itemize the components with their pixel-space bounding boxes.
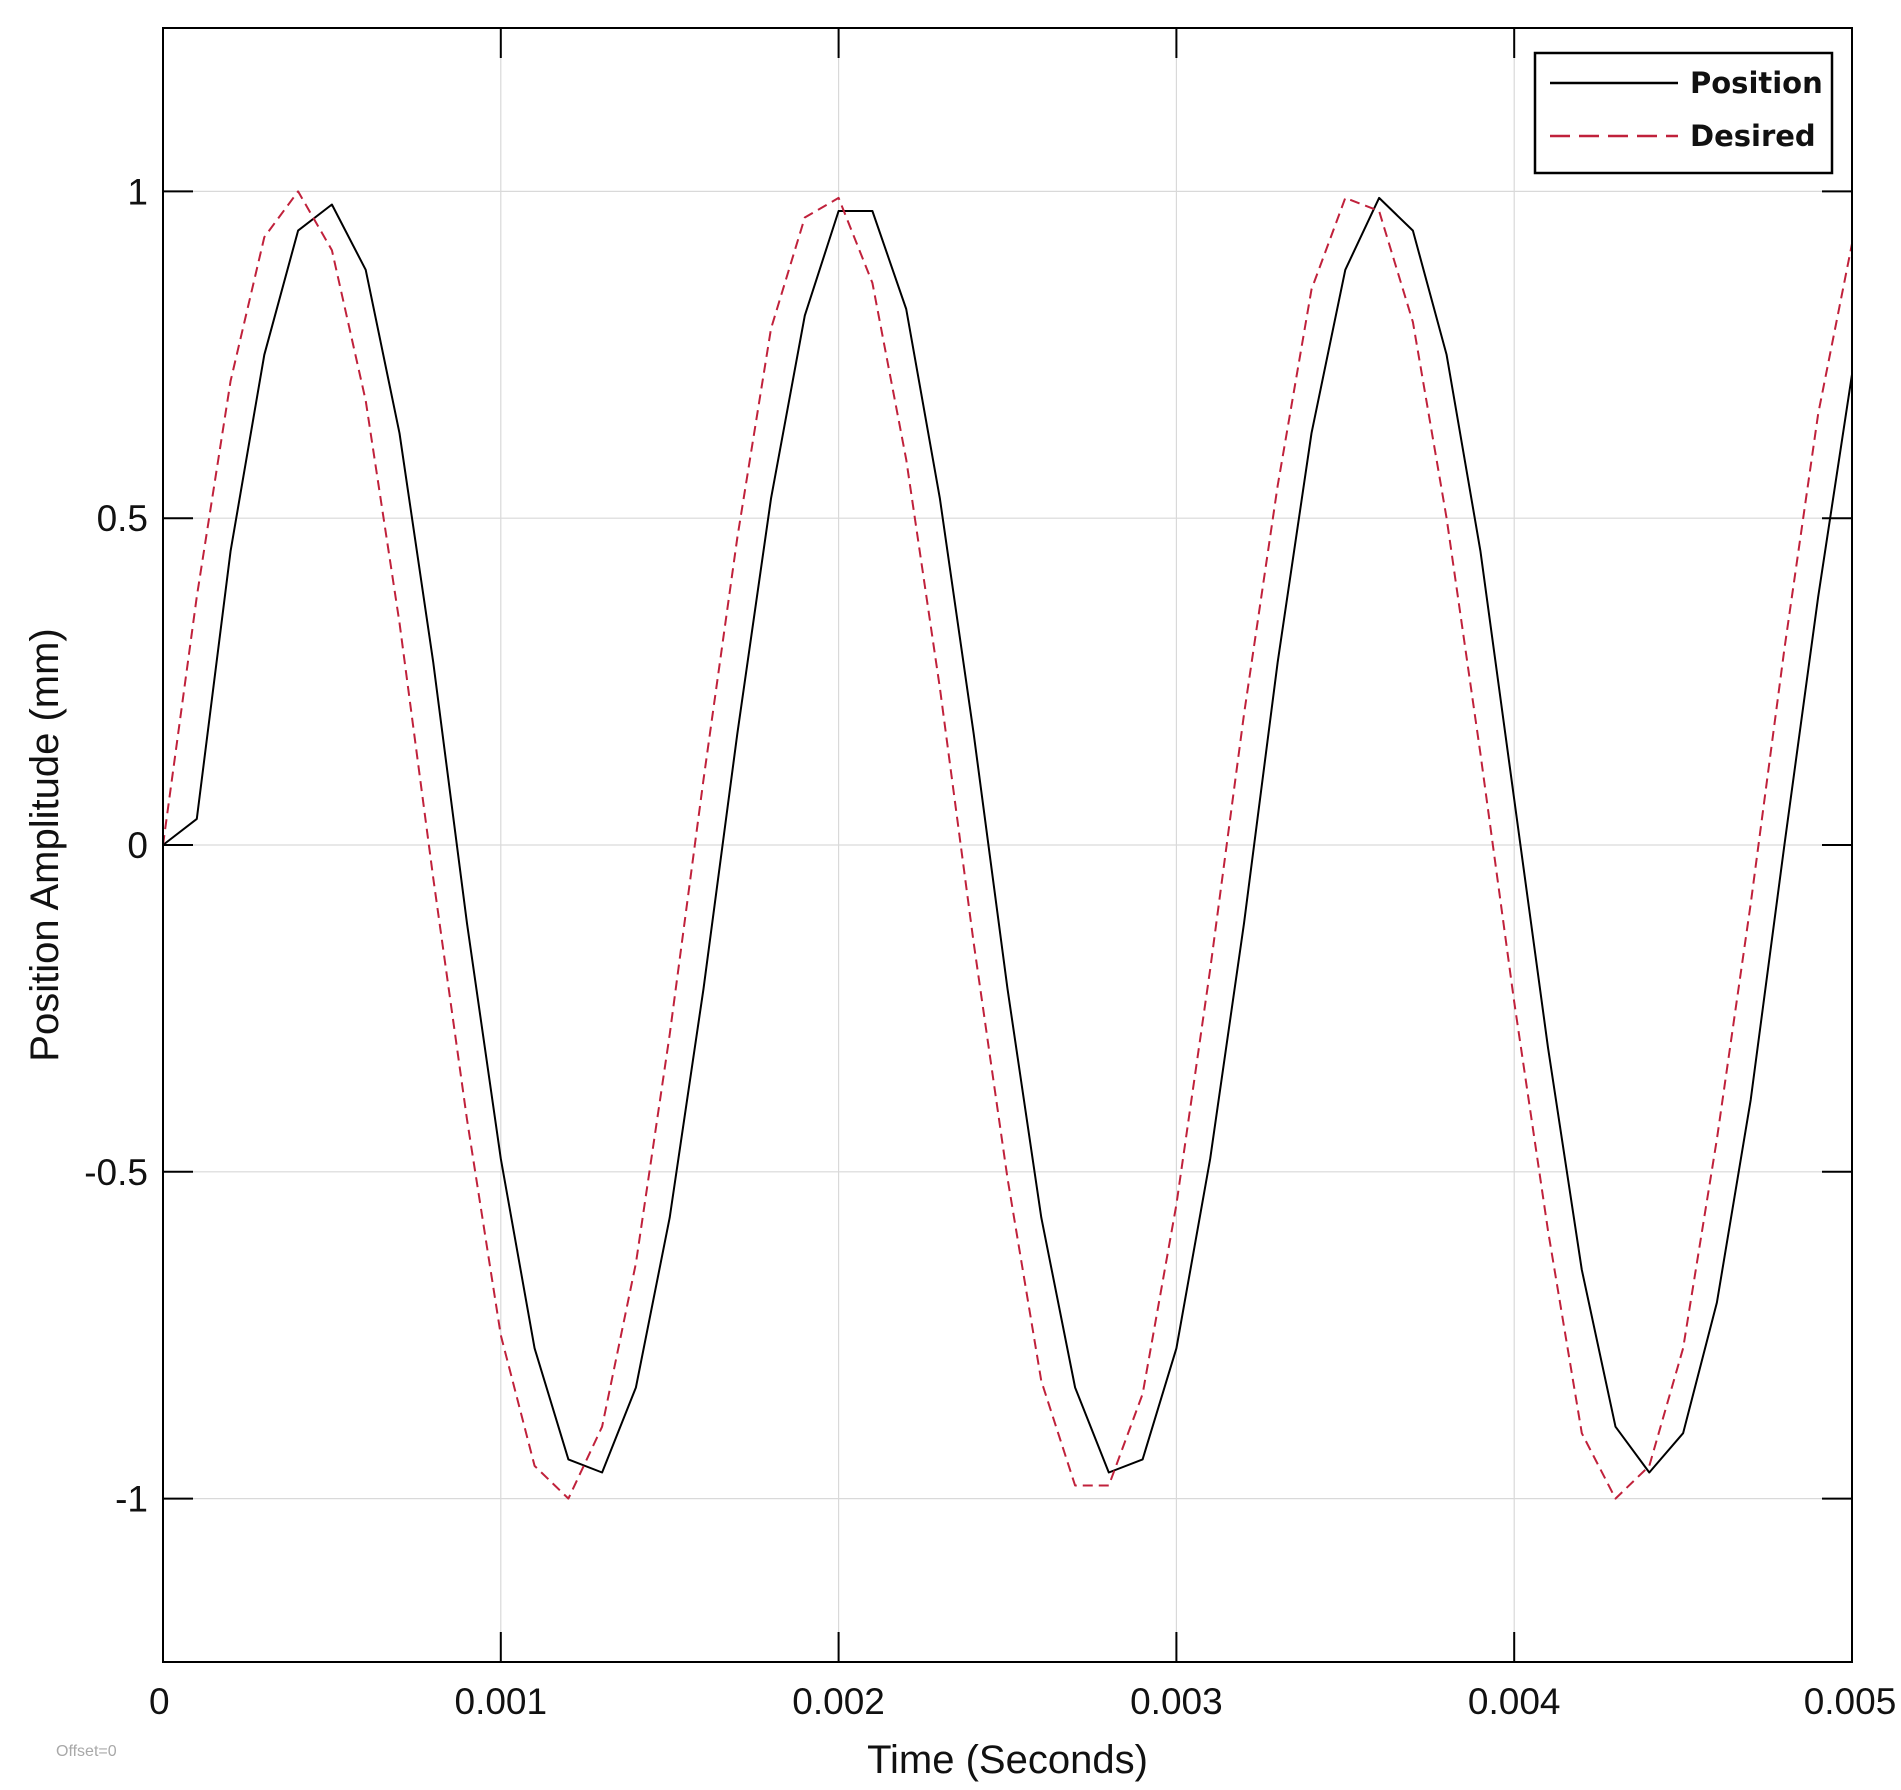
y-tick-label: 0	[127, 825, 148, 866]
x-tick-label: 0.005	[1804, 1681, 1897, 1722]
x-tick-label: 0	[149, 1681, 170, 1722]
y-axis-label: Position Amplitude (mm)	[23, 628, 67, 1061]
x-tick-label: 0.001	[455, 1681, 548, 1722]
x-tick-label: 0.003	[1130, 1681, 1223, 1722]
offset-note: Offset=0	[56, 1743, 117, 1760]
series-line-position	[162, 196, 1853, 1474]
tick-layer: 0 0.001 0.002 0.003 0.004 0.005 1 0.5 0 -0.5 -1	[84, 28, 1896, 1722]
x-tick-label: 0.002	[792, 1681, 885, 1722]
y-tick-label: -0.5	[84, 1152, 148, 1193]
y-tick-label: -1	[115, 1479, 148, 1520]
legend-label-position: Position	[1690, 66, 1823, 100]
legend-label-desired: Desired	[1690, 119, 1816, 153]
x-axis-label: Time (Seconds)	[867, 1738, 1148, 1782]
y-tick-label: 1	[127, 171, 148, 212]
legend: Position Desired	[1533, 51, 1834, 175]
legend-box	[1533, 51, 1834, 175]
y-tick-label: 0.5	[97, 498, 148, 539]
series-layer	[162, 190, 1853, 1500]
series-line-desired	[162, 190, 1853, 1500]
grid-layer	[162, 28, 1853, 1662]
x-tick-label: 0.004	[1468, 1681, 1561, 1722]
